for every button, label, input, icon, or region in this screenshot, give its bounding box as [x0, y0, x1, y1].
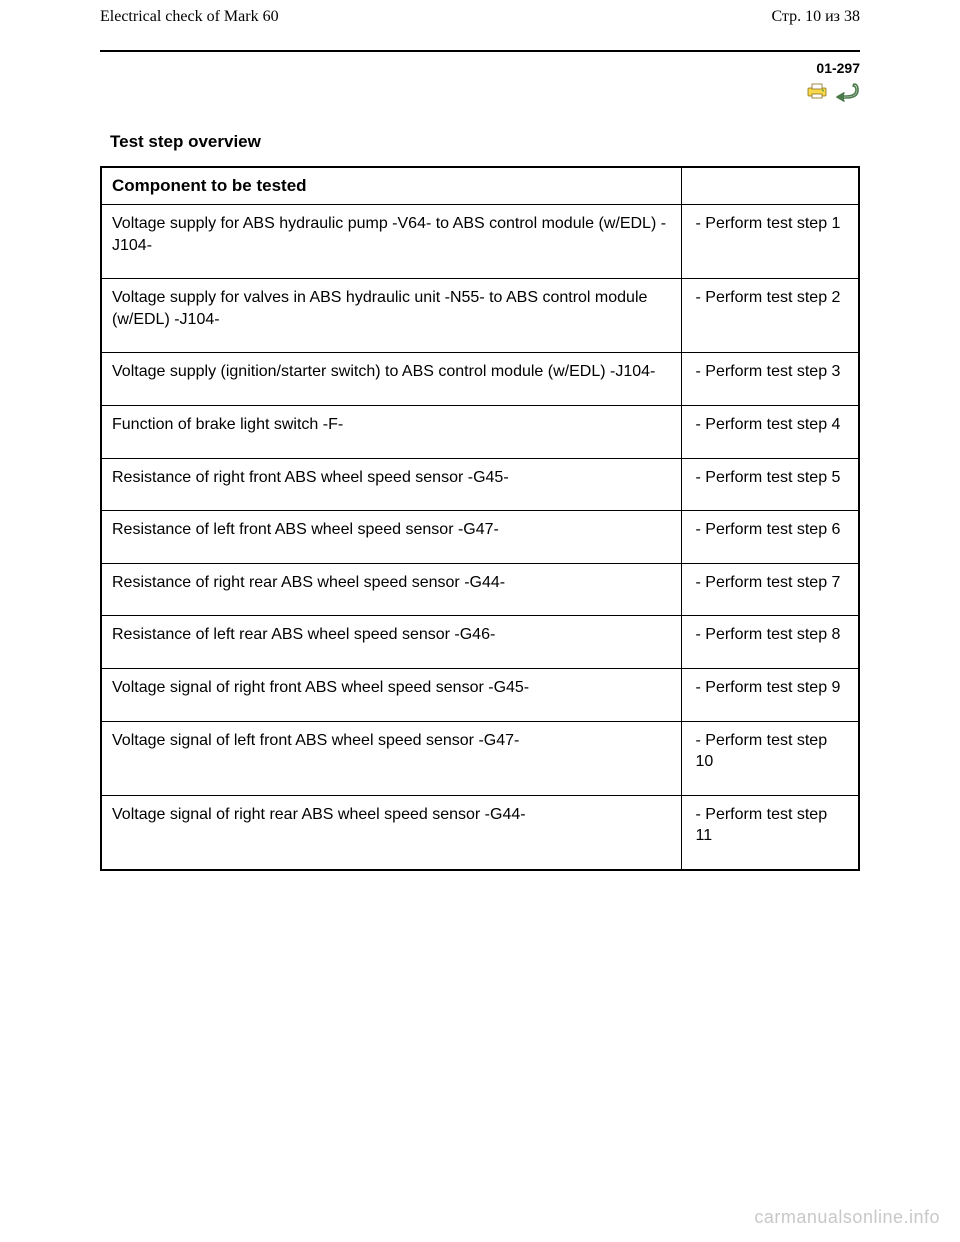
component-cell: Voltage supply for valves in ABS hydraul… [101, 279, 681, 353]
component-cell: Voltage signal of right rear ABS wheel s… [101, 795, 681, 870]
action-cell: - Perform test step 7 [681, 563, 859, 616]
watermark-text: carmanualsonline.info [754, 1207, 940, 1228]
component-cell: Voltage signal of left front ABS wheel s… [101, 721, 681, 795]
print-icon[interactable] [806, 82, 828, 100]
table-row: Voltage signal of right front ABS wheel … [101, 668, 859, 721]
test-step-table: Component to be tested Voltage supply fo… [100, 166, 860, 871]
component-cell: Resistance of left front ABS wheel speed… [101, 511, 681, 564]
action-cell: - Perform test step 2 [681, 279, 859, 353]
table-row: Voltage supply for valves in ABS hydraul… [101, 279, 859, 353]
table-row: Resistance of left rear ABS wheel speed … [101, 616, 859, 669]
component-cell: Resistance of right rear ABS wheel speed… [101, 563, 681, 616]
header-separator [100, 50, 860, 52]
action-cell: - Perform test step 3 [681, 353, 859, 406]
section-title: Test step overview [110, 132, 860, 152]
action-cell: - Perform test step 1 [681, 205, 859, 279]
header-left-text: Electrical check of Mark 60 [100, 8, 279, 26]
table-row: Resistance of right front ABS wheel spee… [101, 458, 859, 511]
table-row: Voltage signal of right rear ABS wheel s… [101, 795, 859, 870]
page-reference-number: 01-297 [100, 60, 860, 76]
table-row: Voltage supply (ignition/starter switch)… [101, 353, 859, 406]
action-cell: - Perform test step 10 [681, 721, 859, 795]
action-cell: - Perform test step 4 [681, 405, 859, 458]
component-cell: Resistance of right front ABS wheel spee… [101, 458, 681, 511]
action-cell: - Perform test step 8 [681, 616, 859, 669]
component-cell: Voltage supply (ignition/starter switch)… [101, 353, 681, 406]
component-cell: Function of brake light switch -F- [101, 405, 681, 458]
action-cell: - Perform test step 9 [681, 668, 859, 721]
table-row: Voltage signal of left front ABS wheel s… [101, 721, 859, 795]
table-header-action [681, 167, 859, 205]
content-area: 01-297 Test step overview Component to b… [100, 30, 860, 871]
component-cell: Voltage signal of right front ABS wheel … [101, 668, 681, 721]
table-row: Function of brake light switch -F-- Perf… [101, 405, 859, 458]
action-cell: - Perform test step 5 [681, 458, 859, 511]
action-cell: - Perform test step 11 [681, 795, 859, 870]
icons-row [100, 80, 860, 102]
back-arrow-icon[interactable] [834, 80, 860, 102]
table-header-component: Component to be tested [101, 167, 681, 205]
header-right-text: Стр. 10 из 38 [771, 8, 860, 26]
table-row: Resistance of right rear ABS wheel speed… [101, 563, 859, 616]
page-header: Electrical check of Mark 60 Стр. 10 из 3… [0, 0, 960, 30]
table-row: Voltage supply for ABS hydraulic pump -V… [101, 205, 859, 279]
action-cell: - Perform test step 6 [681, 511, 859, 564]
table-header-row: Component to be tested [101, 167, 859, 205]
component-cell: Voltage supply for ABS hydraulic pump -V… [101, 205, 681, 279]
table-row: Resistance of left front ABS wheel speed… [101, 511, 859, 564]
component-cell: Resistance of left rear ABS wheel speed … [101, 616, 681, 669]
